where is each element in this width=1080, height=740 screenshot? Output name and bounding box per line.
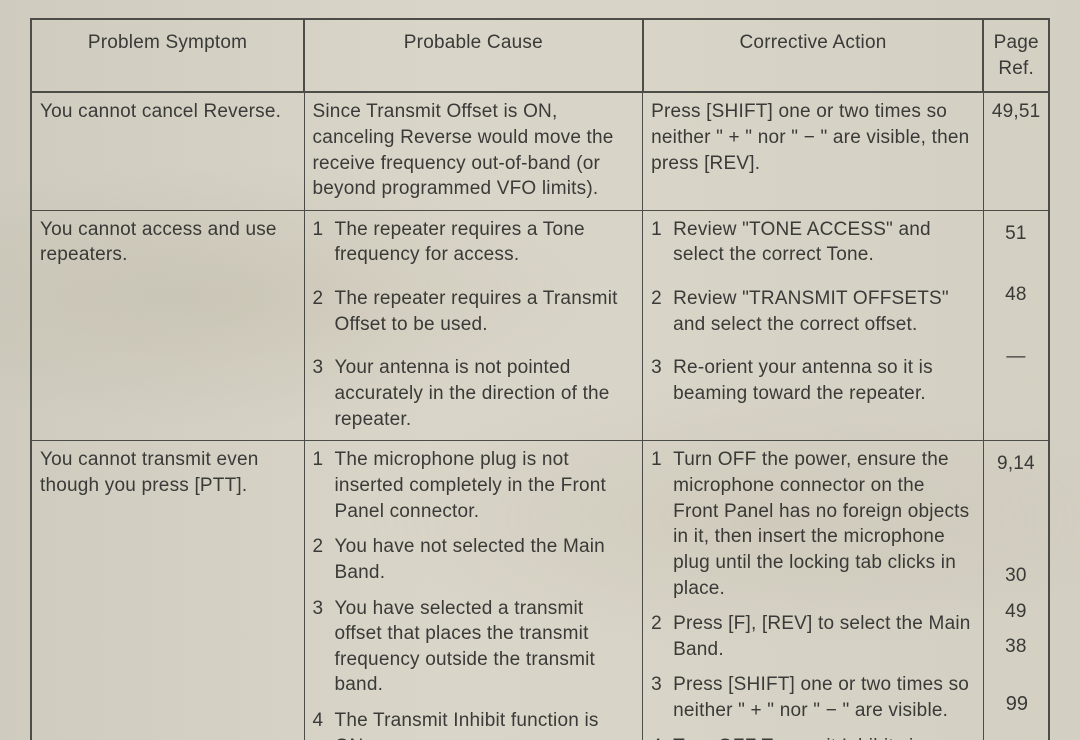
cause-text: Your antenna is not pointed accurately i… (335, 357, 610, 429)
list-item: 3Re-orient your antenna so it is beaming… (651, 355, 975, 406)
cause-text: The repeater requires a Tone frequency f… (335, 219, 585, 266)
page-number: 99 (1006, 693, 1028, 716)
ref-cell: 51 48 — (983, 210, 1049, 440)
action-text: Review "TRANSMIT OFFSETS" and select the… (673, 288, 949, 335)
cause-text: The repeater requires a Transmit Offset … (335, 288, 618, 335)
col-header-cause: Probable Cause (304, 19, 643, 92)
symptom-cell: You cannot transmit even though you pres… (31, 441, 304, 740)
action-text: Turn OFF the power, ensure the microphon… (673, 449, 969, 598)
list-item: 4Turn OFF Transmit Inhibit via Menu B, N… (651, 734, 975, 740)
list-item: 2Press [F], [REV] to select the Main Ban… (651, 611, 975, 662)
manual-page: Problem Symptom Probable Cause Correctiv… (0, 0, 1080, 740)
list-item: 3Press [SHIFT] one or two times so neith… (651, 672, 975, 723)
list-item: 2You have not selected the Main Band. (313, 534, 635, 585)
ref-value: 51 (992, 221, 1040, 247)
table-row: You cannot transmit even though you pres… (31, 441, 1049, 740)
symptom-cell: You cannot access and use repeaters. (31, 210, 304, 440)
symptom-cell: You cannot cancel Reverse. (31, 92, 304, 210)
action-cell: 1Turn OFF the power, ensure the micropho… (643, 441, 984, 740)
action-cell: 1Review "TONE ACCESS" and select the cor… (643, 210, 984, 440)
ref-value: 9,14 (992, 451, 1040, 477)
ref-value: 48 (992, 282, 1040, 308)
cause-text: The Transmit Inhibit function is ON. (335, 710, 599, 740)
table-row: You cannot cancel Reverse. Since Transmi… (31, 92, 1049, 210)
action-text: Press [F], [REV] to select the Main Band… (673, 613, 970, 660)
list-item: 3Your antenna is not pointed accurately … (313, 355, 635, 432)
ref-value: 49 (992, 599, 1040, 625)
list-item: 2The repeater requires a Transmit Offset… (313, 286, 635, 337)
cause-cell: 1The repeater requires a Tone frequency … (304, 210, 643, 440)
ref-value: 38 (992, 634, 1040, 660)
action-cell: Press [SHIFT] one or two times so neithe… (643, 92, 984, 210)
action-text: Review "TONE ACCESS" and select the corr… (673, 219, 931, 266)
ref-cell: 49,51 (983, 92, 1049, 210)
list-item: 4The Transmit Inhibit function is ON. (313, 708, 635, 740)
action-text: Turn OFF Transmit Inhibit via Menu B, No… (673, 736, 924, 740)
list-item: 1The microphone plug is not inserted com… (313, 447, 635, 524)
cause-cell: Since Transmit Offset is ON, canceling R… (304, 92, 643, 210)
list-item: 1The repeater requires a Tone frequency … (313, 217, 635, 268)
list-item: 1Turn OFF the power, ensure the micropho… (651, 447, 975, 601)
ref-value: — (992, 344, 1040, 370)
action-text: Re-orient your antenna so it is beaming … (673, 357, 933, 404)
ref-value: 30 (992, 563, 1040, 589)
cause-cell: 1The microphone plug is not inserted com… (304, 441, 643, 740)
troubleshooting-table: Problem Symptom Probable Cause Correctiv… (30, 18, 1050, 740)
list-item: 3You have selected a transmit offset tha… (313, 596, 635, 699)
cause-text: The microphone plug is not inserted comp… (335, 449, 606, 521)
col-header-ref: PageRef. (983, 19, 1049, 92)
cause-text: You have selected a transmit offset that… (335, 598, 596, 696)
list-item: 1Review "TONE ACCESS" and select the cor… (651, 217, 975, 268)
col-header-symptom: Problem Symptom (31, 19, 304, 92)
col-header-action: Corrective Action (643, 19, 984, 92)
cause-text: You have not selected the Main Band. (335, 536, 605, 583)
table-row: You cannot access and use repeaters. 1Th… (31, 210, 1049, 440)
list-item: 2Review "TRANSMIT OFFSETS" and select th… (651, 286, 975, 337)
action-text: Press [SHIFT] one or two times so neithe… (673, 674, 969, 721)
table-header-row: Problem Symptom Probable Cause Correctiv… (31, 19, 1049, 92)
